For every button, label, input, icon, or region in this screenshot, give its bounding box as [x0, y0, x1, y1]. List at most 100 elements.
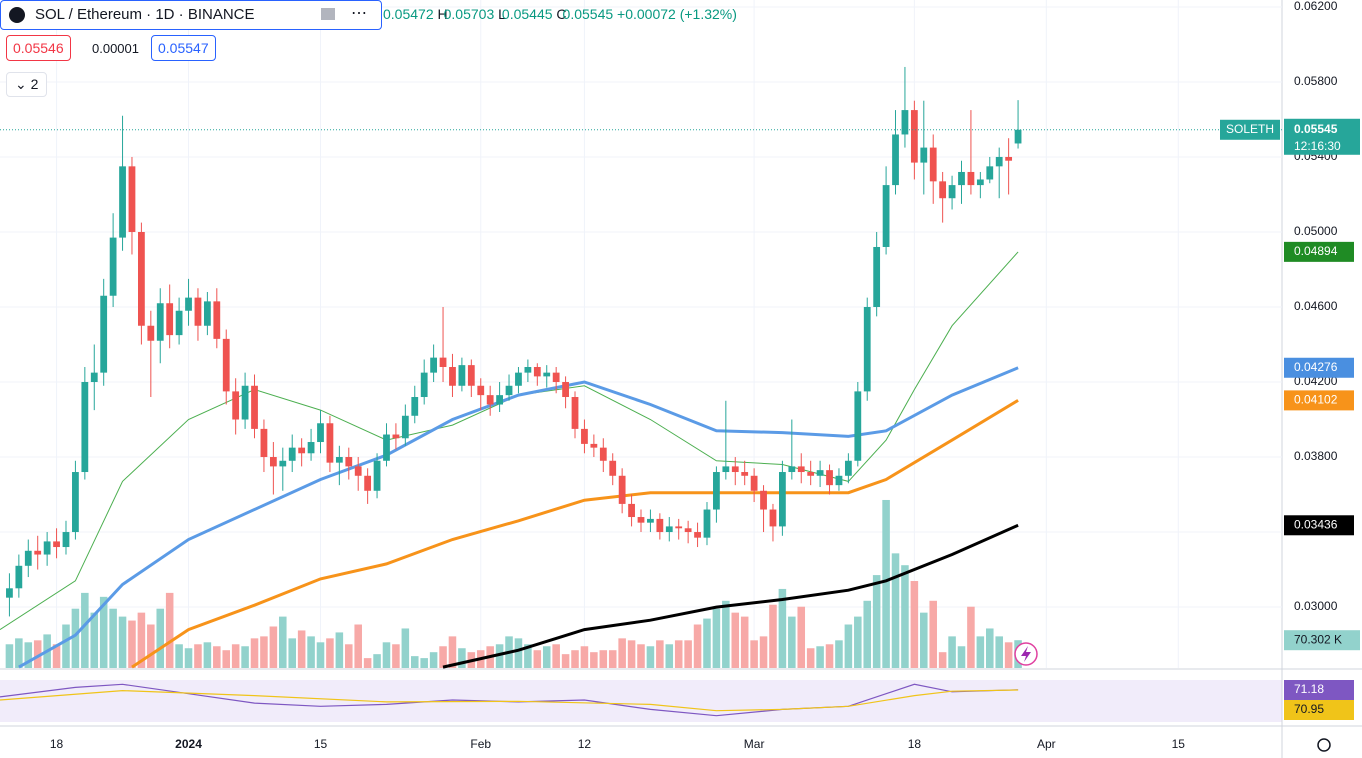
volume-bar	[637, 644, 645, 668]
candle-body	[62, 532, 70, 548]
candle-body	[222, 338, 230, 392]
volume-bar	[693, 624, 702, 668]
candle-body	[854, 391, 862, 461]
candle-body	[694, 532, 701, 538]
spread: 0.00001	[92, 41, 139, 56]
volume-bar	[514, 638, 523, 668]
candle-body	[326, 423, 334, 463]
candle-body	[995, 156, 1003, 167]
volume-bar	[910, 581, 919, 668]
candle-body	[458, 365, 466, 386]
candle-body	[138, 231, 145, 326]
candle-body	[892, 134, 899, 186]
volume-bar	[524, 644, 532, 668]
candle-body	[976, 179, 984, 186]
y-tick-label: 0.04600	[1294, 299, 1338, 313]
volume-bar	[147, 624, 155, 668]
volume-bar	[938, 652, 947, 668]
candle-body	[920, 147, 928, 163]
volume-bar	[33, 640, 42, 668]
volume-bar	[363, 658, 372, 668]
candle-body	[505, 385, 513, 396]
x-tick-label: 15	[1172, 737, 1186, 751]
volume-bar	[495, 644, 504, 668]
volume-bar	[250, 638, 259, 668]
candle-body	[524, 367, 532, 373]
volume-bar	[967, 606, 975, 668]
volume-bar	[835, 640, 843, 668]
volume-bar	[345, 644, 353, 668]
volume-bar	[175, 644, 183, 668]
candle-body	[185, 297, 192, 311]
candle-body	[656, 518, 664, 533]
volume-bar	[561, 654, 570, 668]
candle-body	[279, 460, 287, 467]
volume-bar	[1004, 642, 1013, 668]
candle-body	[24, 550, 32, 566]
volume-bar	[241, 646, 249, 668]
change: +0.00072 (+1.32%)	[617, 6, 737, 22]
candle-body	[760, 490, 767, 510]
buy-button[interactable]: 0.05547	[151, 35, 216, 61]
candle-body	[373, 460, 381, 491]
volume-bar	[571, 650, 579, 668]
volume-bar	[816, 646, 824, 668]
x-tick-label: Mar	[744, 737, 765, 751]
x-tick-label: 18	[50, 737, 64, 751]
y-tick-label: 0.05000	[1294, 224, 1338, 238]
candle-body	[90, 372, 98, 383]
candle-body	[128, 166, 136, 232]
candle-body	[194, 297, 202, 326]
candle-body	[81, 382, 89, 473]
volume-bar	[165, 592, 174, 668]
candle-body	[298, 447, 306, 454]
candle-body	[260, 428, 268, 458]
sell-button[interactable]: 0.05546	[6, 35, 71, 61]
candle-body	[986, 166, 994, 180]
candle-body	[515, 372, 522, 386]
ohlc: 0.05472 H0.05703 L0.05445 C0.05545 +0.00…	[383, 6, 737, 22]
candle-body	[948, 185, 956, 199]
candle-body	[618, 475, 626, 504]
symbol-box[interactable]: SOL / Ethereum · 1D · BINANCE ⋯	[0, 0, 382, 30]
indicator-toggle[interactable]: ⌄ 2	[6, 72, 48, 97]
ma-label: 0.04276	[1294, 360, 1338, 374]
volume-bar	[599, 650, 608, 668]
volume-bar	[986, 628, 994, 668]
volume-bar	[665, 644, 674, 668]
volume-bar	[307, 636, 315, 668]
volume-bar	[722, 600, 730, 668]
volume-bar	[194, 644, 202, 668]
settings-icon[interactable]	[1317, 738, 1331, 752]
candle-body	[967, 171, 975, 186]
volume-bar	[439, 646, 447, 668]
candle-body	[797, 466, 805, 473]
volume-bar	[872, 575, 881, 668]
volume-bar	[231, 644, 240, 668]
candle-body	[675, 526, 683, 529]
symbol: SOL / Ethereum · 1D · BINANCE	[35, 6, 255, 23]
candle-body	[335, 457, 343, 463]
candle-body	[411, 397, 419, 416]
volume-bar	[740, 616, 749, 668]
volume-bar	[269, 626, 278, 668]
candle-body	[288, 447, 296, 461]
ma-label: 0.04894	[1294, 244, 1338, 258]
volume-bar	[618, 638, 626, 668]
candle-body	[467, 365, 475, 386]
volume-bar	[901, 565, 909, 668]
volume-bar	[260, 636, 268, 668]
ma-tag	[1284, 241, 1354, 262]
volume-bar	[156, 608, 165, 668]
volume-bar	[373, 654, 381, 668]
candle-body	[449, 367, 456, 386]
candle-body	[439, 357, 447, 368]
ma-line	[442, 523, 1019, 669]
volume-bar	[118, 616, 127, 668]
volume-bar	[62, 624, 70, 668]
candle-body	[882, 185, 890, 247]
candle-body	[232, 391, 240, 420]
volume-bar	[646, 646, 655, 668]
candle-body	[816, 470, 824, 476]
